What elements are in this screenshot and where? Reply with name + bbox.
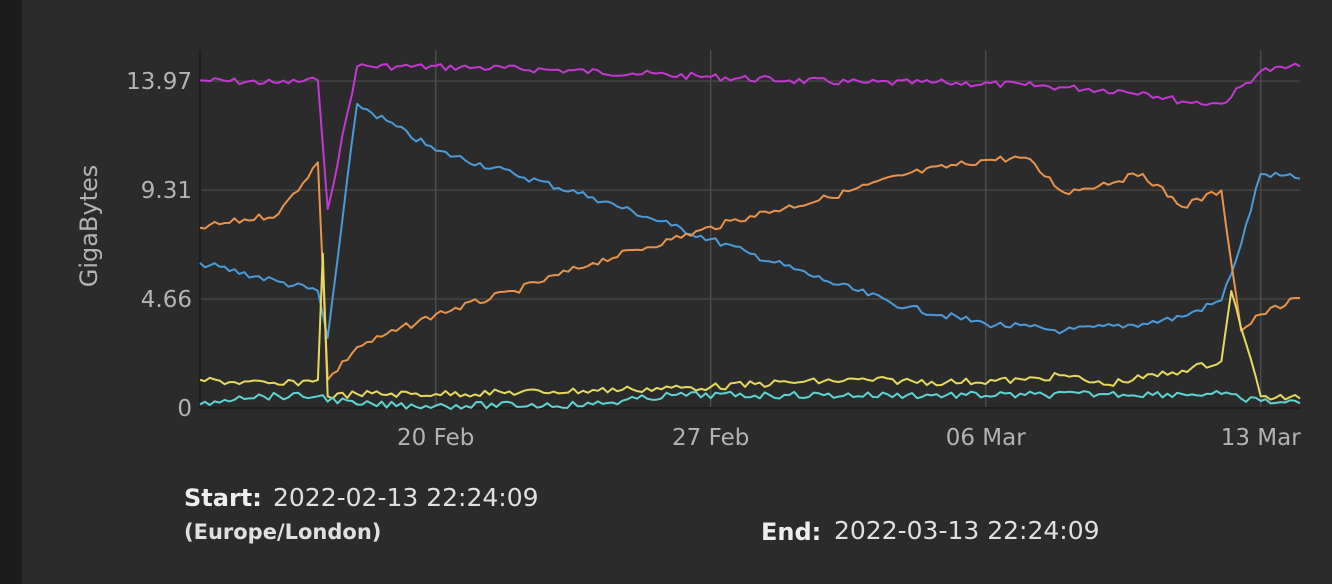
y-tick-label: 13.97 (126, 69, 192, 95)
series-line-2 (199, 155, 1300, 381)
end-label: End: (761, 518, 822, 546)
series-line-3 (199, 252, 1301, 401)
y-tick-label: 9.31 (141, 178, 192, 204)
start-value: 2022-02-13 22:24:09 (273, 483, 539, 512)
end-value: 2022-03-13 22:24:09 (834, 516, 1100, 545)
series-line-0 (199, 62, 1301, 211)
series-line-1 (199, 102, 1301, 339)
start-timezone: (Europe/London) (184, 520, 382, 544)
x-tick-label: 06 Mar (946, 425, 1027, 451)
chart-panel (22, 0, 1332, 584)
y-tick-label: 0 (177, 396, 192, 422)
series-line-4 (199, 390, 1301, 410)
x-tick-label: 13 Mar (1221, 425, 1302, 451)
y-axis-label: GigaBytes (75, 165, 103, 288)
x-tick-label: 27 Feb (672, 425, 749, 451)
start-label: Start: (184, 484, 262, 512)
y-tick-label: 4.66 (141, 287, 192, 313)
x-tick-label: 20 Feb (397, 425, 474, 451)
